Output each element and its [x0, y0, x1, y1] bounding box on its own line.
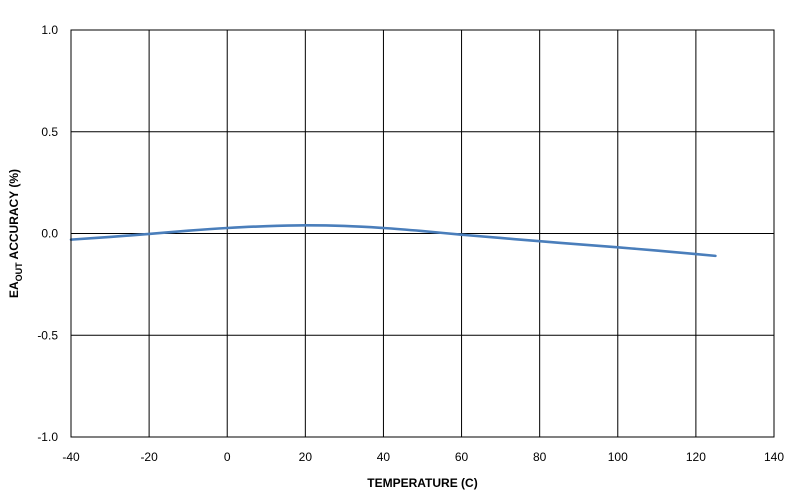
- x-tick-label: 0: [224, 450, 231, 464]
- x-tick-label: -40: [62, 450, 80, 464]
- x-tick-label: 20: [299, 450, 313, 464]
- x-tick-label: 100: [608, 450, 628, 464]
- grid-lines: [70, 29, 775, 438]
- y-tick-label: -1.0: [37, 430, 58, 444]
- series-group: [69, 224, 717, 258]
- y-tick-label: -0.5: [37, 328, 58, 342]
- y-axis-title-suffix: ACCURACY (%): [7, 169, 21, 262]
- y-tick-label: 0.0: [41, 227, 58, 241]
- y-axis-title-subscript: OUT: [14, 262, 24, 282]
- x-tick-label: 40: [377, 450, 391, 464]
- x-tick-label: -20: [140, 450, 158, 464]
- y-tick-label: 0.5: [41, 125, 58, 139]
- x-tick-label: 80: [533, 450, 547, 464]
- series-line: [69, 224, 717, 258]
- y-axis-title-prefix: EA: [7, 281, 21, 298]
- x-tick-label: 60: [455, 450, 469, 464]
- x-tick-label: 140: [764, 450, 784, 464]
- y-tick-labels: 1.0 0.5 0.0 -0.5 -1.0: [37, 23, 58, 444]
- x-tick-labels: -40 -20 0 20 40 60 80 100 120 140: [62, 450, 784, 464]
- x-tick-label: 120: [686, 450, 706, 464]
- plot-frame: [70, 29, 775, 438]
- y-axis-title: EAOUT ACCURACY (%): [7, 169, 24, 298]
- x-axis-title: TEMPERATURE (C): [367, 476, 477, 490]
- y-tick-label: 1.0: [41, 23, 58, 37]
